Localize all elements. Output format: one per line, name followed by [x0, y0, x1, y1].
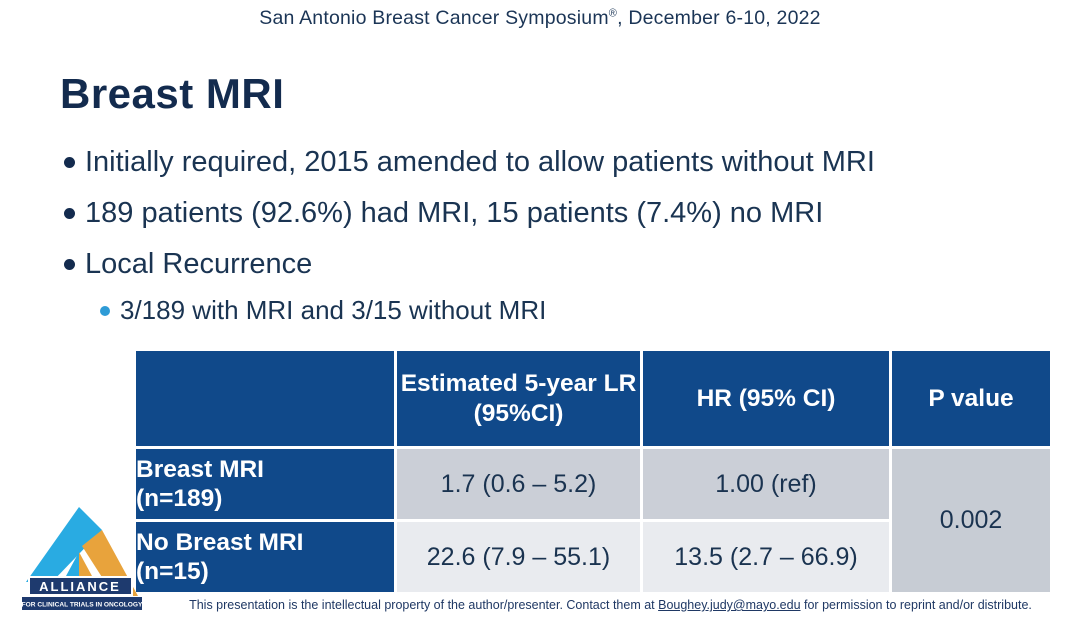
symposium-name: San Antonio Breast Cancer Symposium [259, 7, 609, 29]
bullet-item: 189 patients (92.6%) had MRI, 15 patient… [60, 195, 1040, 231]
logo-triangle-cyan [26, 507, 102, 582]
header-cell-hr: HR (95% CI) [640, 348, 892, 449]
logo-banner [28, 576, 133, 596]
footer-text-pre: This presentation is the intellectual pr… [189, 598, 659, 612]
sub-bullet-item: 3/189 with MRI and 3/15 without MRI [96, 294, 1040, 327]
bullet-text: Local Recurrence [85, 248, 313, 280]
bullet-icon [64, 208, 75, 219]
bullet-item: Local Recurrence [60, 246, 1040, 282]
logo-name-text: ALLIANCE [39, 579, 121, 594]
table-row: No Breast MRI (n=15) 22.6 (7.9 – 55.1) 1… [133, 519, 1052, 595]
registered-mark: ® [608, 7, 618, 20]
page-title: Breast MRI [60, 70, 285, 117]
logo-inner-triangle-cyan [66, 552, 79, 576]
table-row: Breast MRI (n=189) 1.7 (0.6 – 5.2) 1.00 … [133, 446, 1053, 595]
alliance-logo: ALLIANCE FOR CLINICAL TRIALS IN ONCOLOGY [22, 504, 143, 614]
alliance-logo-icon: ALLIANCE FOR CLINICAL TRIALS IN ONCOLOGY [22, 507, 143, 610]
symposium-date: , December 6-10, 2022 [617, 7, 821, 29]
cell-hr: 1.00 (ref) [640, 446, 892, 522]
header-cell-empty [133, 348, 397, 449]
bullet-list: Initially required, 2015 amended to allo… [60, 144, 1040, 342]
logo-inner-triangle-gold [79, 552, 92, 576]
sub-bullet-icon [100, 306, 110, 316]
row-label-breast-mri: Breast MRI (n=189) [133, 446, 397, 522]
bullet-text: 189 patients (92.6%) had MRI, 15 patient… [85, 197, 824, 229]
footer-disclaimer: This presentation is the intellectual pr… [145, 598, 1076, 612]
cell-hr: 13.5 (2.7 – 66.9) [640, 519, 892, 595]
table-header-row: Estimated 5-year LR (95%CI) HR (95% CI) … [133, 348, 1053, 449]
bullet-text: Initially required, 2015 amended to allo… [85, 146, 875, 178]
bullet-item: Initially required, 2015 amended to allo… [60, 144, 1040, 180]
row-label-name: No Breast MRI [136, 529, 304, 556]
logo-tagline-text: FOR CLINICAL TRIALS IN ONCOLOGY [22, 602, 142, 609]
bullet-icon [64, 259, 75, 270]
cell-lr: 1.7 (0.6 – 5.2) [394, 446, 643, 522]
header-cell-pvalue: P value [889, 348, 1053, 449]
symposium-header: San Antonio Breast Cancer Symposium®, De… [0, 7, 1080, 30]
row-label-n: (n=189) [136, 485, 223, 512]
cell-lr: 22.6 (7.9 – 55.1) [394, 519, 643, 595]
header-cell-lr: Estimated 5-year LR (95%CI) [394, 348, 643, 449]
sub-bullet-text: 3/189 with MRI and 3/15 without MRI [120, 295, 547, 325]
row-label-n: (n=15) [136, 558, 209, 585]
row-label-no-breast-mri: No Breast MRI (n=15) [133, 519, 397, 595]
logo-tagline-strip [22, 597, 142, 610]
bullet-icon [64, 157, 75, 168]
cell-pvalue: 0.002 [889, 446, 1053, 595]
row-label-name: Breast MRI [136, 456, 264, 483]
footer-email-link[interactable]: Boughey.judy@mayo.edu [658, 598, 801, 612]
results-table: Estimated 5-year LR (95%CI) HR (95% CI) … [133, 348, 1053, 595]
footer-text-post: for permission to reprint and/or distrib… [800, 598, 1032, 612]
